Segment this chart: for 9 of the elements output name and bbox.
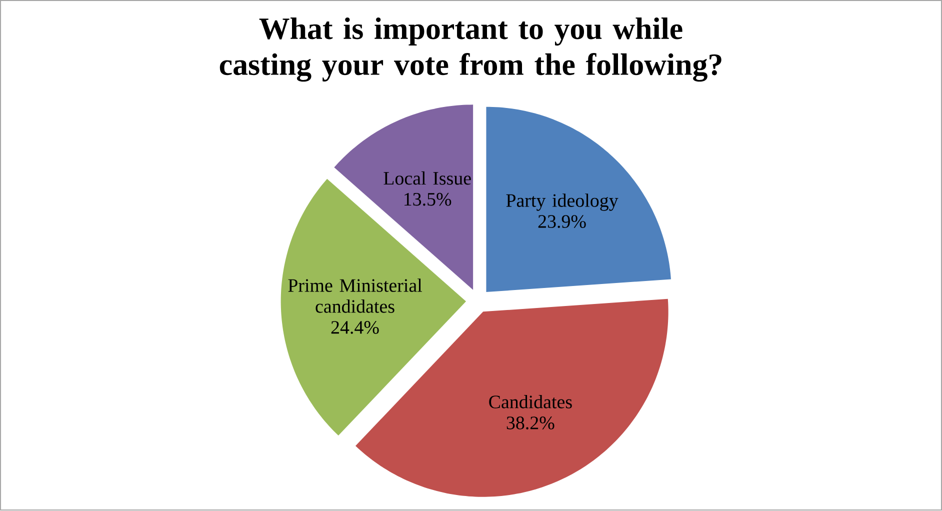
data-label: 24.4%	[331, 321, 379, 334]
data-label: 38.2%	[506, 416, 554, 430]
data-label: 13.5%	[404, 193, 452, 206]
chart-title: What is important to you while casting your vote from the following?	[220, 18, 722, 82]
slice-label: Candidates	[489, 395, 572, 409]
slice-label: Party ideology	[506, 194, 618, 212]
data-label: 23.9%	[538, 215, 586, 228]
slice-label: Prime Ministerial candidates	[288, 278, 422, 314]
slice-label: Local Issue	[384, 172, 471, 185]
